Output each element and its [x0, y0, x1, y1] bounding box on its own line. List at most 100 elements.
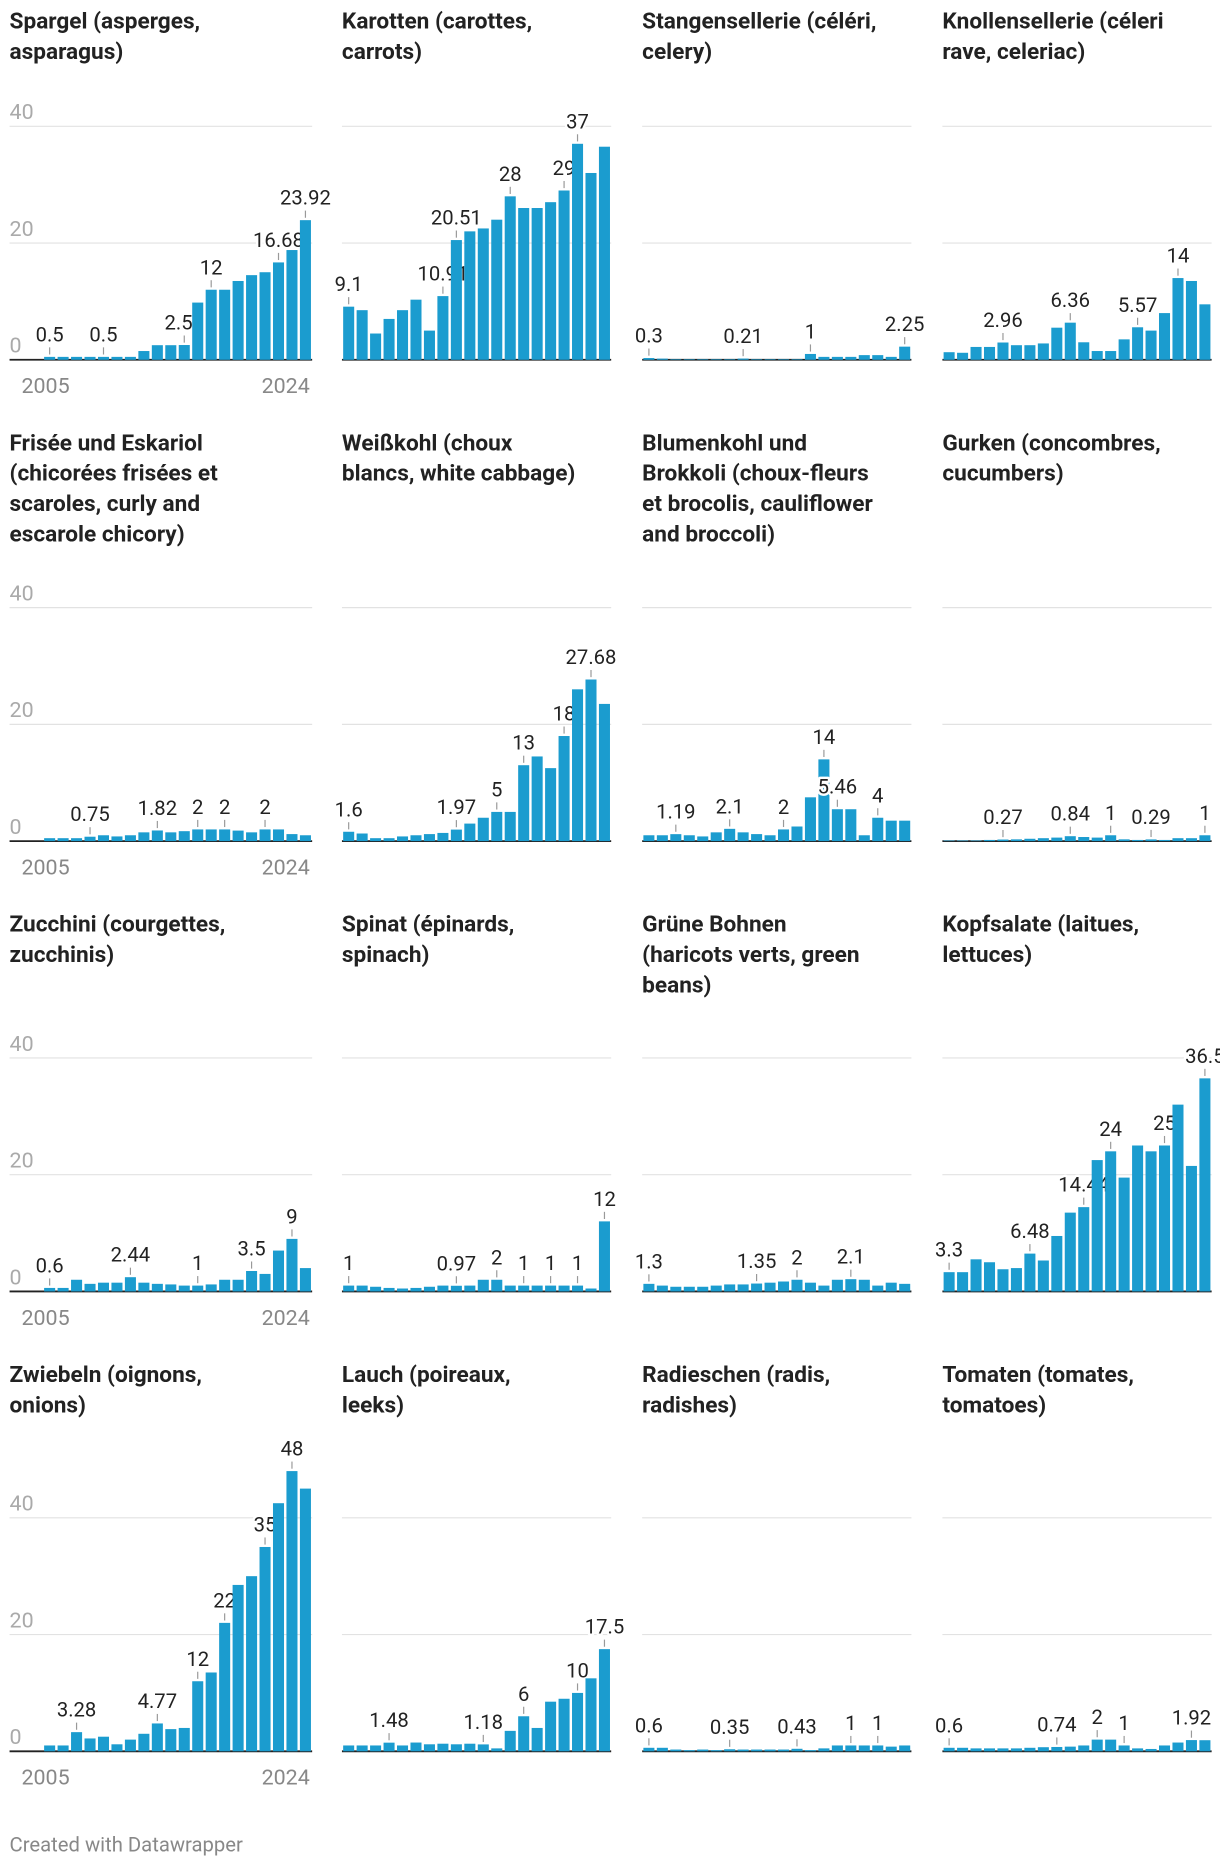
bar	[356, 310, 368, 360]
bar	[450, 240, 462, 360]
value-label: 1	[545, 1251, 556, 1275]
bar	[943, 352, 955, 360]
bar	[1172, 1104, 1184, 1292]
bar	[943, 1272, 955, 1292]
bar	[751, 834, 763, 842]
value-label: 20.51	[431, 206, 482, 230]
bar	[1185, 838, 1197, 842]
x-tick-label: 2024	[262, 374, 310, 399]
y-tick-label: 40	[10, 1032, 34, 1057]
bar	[656, 1747, 668, 1752]
bar	[437, 832, 449, 842]
bar	[343, 306, 355, 360]
panel-title: celery)	[642, 38, 712, 65]
bar	[518, 1285, 530, 1292]
bar	[491, 219, 503, 360]
bar	[219, 1622, 231, 1752]
bar	[57, 838, 69, 842]
value-label: 18	[553, 702, 576, 726]
bar	[1010, 345, 1022, 360]
bar	[205, 1284, 217, 1292]
bar	[970, 840, 982, 842]
bar	[165, 832, 177, 842]
bar	[178, 1727, 190, 1752]
bar	[1078, 1745, 1090, 1752]
bar	[831, 809, 843, 842]
bar	[1118, 1177, 1130, 1292]
x-tick-label: 2024	[262, 855, 310, 880]
bar	[643, 835, 655, 842]
bar	[545, 1701, 557, 1752]
bar	[983, 1748, 996, 1752]
panel-title: Stangensellerie (céléri,	[642, 8, 876, 35]
bar	[970, 1748, 982, 1752]
bar	[1199, 304, 1211, 360]
bar	[205, 1672, 217, 1752]
bar	[724, 1284, 736, 1292]
bar	[683, 835, 695, 842]
bar	[531, 756, 543, 842]
panel-title: Zwiebeln (oignons,	[10, 1361, 202, 1388]
value-label: 4	[872, 783, 883, 807]
bar	[232, 280, 244, 360]
bar	[1078, 837, 1090, 842]
bar	[683, 1750, 695, 1752]
bar	[545, 202, 557, 360]
bar	[272, 829, 285, 842]
bar	[397, 836, 409, 842]
bar	[504, 1730, 516, 1752]
bar	[44, 1745, 56, 1752]
value-label: 0.6	[36, 1253, 64, 1277]
bar	[572, 143, 584, 360]
bar	[272, 262, 285, 360]
bar	[858, 1279, 870, 1292]
bar	[44, 356, 56, 360]
panel-title: blancs, white cabbage)	[342, 460, 575, 487]
bar	[246, 832, 258, 842]
bar	[943, 1747, 955, 1752]
bar	[778, 1749, 790, 1752]
bar	[286, 1238, 298, 1292]
bar	[885, 356, 897, 360]
bar	[1037, 1260, 1049, 1292]
value-label: 6.36	[1051, 288, 1090, 312]
bar	[1024, 838, 1036, 842]
bar	[1091, 837, 1103, 842]
value-label: 9	[286, 1204, 297, 1228]
panel-title: Spinat (épinards,	[342, 911, 514, 938]
value-label: 1.19	[656, 800, 695, 824]
panel-title: zucchinis)	[10, 941, 115, 968]
bar	[151, 1723, 163, 1752]
panel-title: Blumenkohl und	[642, 429, 807, 456]
panel-title: (chicorées frisées et	[10, 460, 219, 487]
bar	[1064, 1212, 1076, 1292]
bar	[383, 838, 395, 842]
value-label: 2	[491, 1245, 502, 1269]
bar	[219, 289, 231, 360]
bar	[111, 356, 123, 360]
bar	[791, 359, 803, 360]
bar	[410, 299, 422, 360]
panel-title: Weißkohl (choux	[342, 429, 513, 456]
bar	[751, 359, 763, 360]
bar	[71, 356, 83, 360]
bar	[598, 146, 610, 360]
value-label: 12	[593, 1187, 616, 1211]
bar	[845, 809, 857, 842]
panel-title: beans)	[642, 971, 711, 998]
x-tick-label: 2005	[21, 1766, 69, 1791]
y-tick-label: 0	[10, 1725, 22, 1750]
bar	[423, 1286, 435, 1292]
value-label: 0.5	[89, 322, 117, 346]
value-label: 2.25	[885, 312, 924, 336]
x-tick-label: 2005	[21, 1306, 69, 1331]
bar	[246, 1576, 258, 1752]
bar	[423, 834, 435, 842]
bar	[885, 820, 897, 842]
bar	[232, 1279, 244, 1292]
value-label: 0.27	[983, 805, 1022, 829]
bar	[804, 797, 816, 842]
bar	[1078, 342, 1090, 360]
bar	[124, 1739, 136, 1752]
value-label: 1.3	[635, 1249, 663, 1273]
